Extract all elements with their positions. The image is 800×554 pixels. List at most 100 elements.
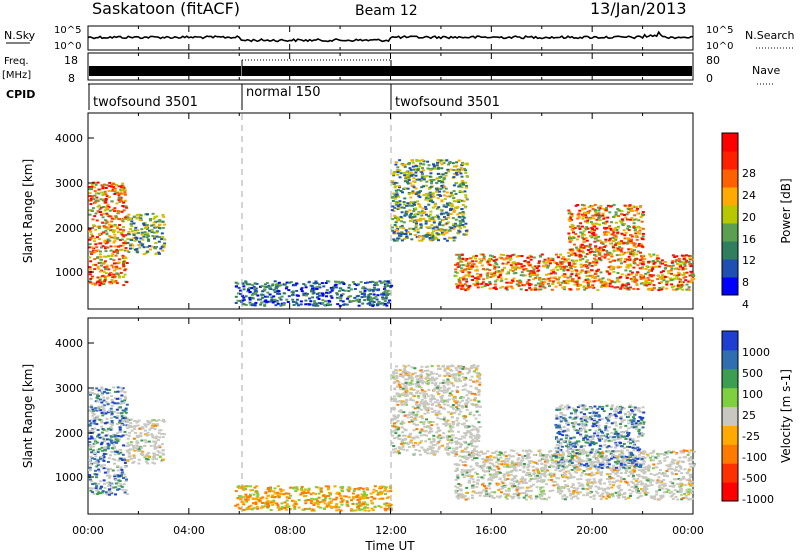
data-cell — [438, 161, 442, 164]
data-cell — [391, 374, 395, 377]
data-cell — [581, 217, 585, 220]
data-cell — [423, 175, 427, 178]
data-cell — [324, 495, 328, 498]
data-cell — [244, 493, 248, 496]
data-cell — [118, 474, 122, 477]
data-cell — [626, 258, 629, 261]
data-cell — [386, 280, 390, 283]
data-cell — [583, 212, 587, 215]
data-cell — [94, 212, 98, 215]
data-cell — [101, 216, 105, 219]
data-cell — [436, 442, 440, 445]
data-cell — [151, 424, 154, 427]
data-cell — [126, 216, 130, 219]
data-cell — [576, 279, 580, 282]
data-cell — [471, 260, 475, 263]
data-cell — [396, 237, 400, 240]
data-cell — [627, 251, 631, 254]
data-cell — [103, 275, 107, 278]
data-cell — [309, 300, 313, 303]
data-cell — [419, 400, 423, 403]
data-cell — [393, 197, 397, 200]
data-cell — [457, 253, 461, 256]
data-cell — [105, 212, 109, 215]
data-cell — [427, 194, 431, 197]
data-cell — [412, 192, 416, 195]
data-cell — [681, 266, 685, 269]
data-cell — [505, 281, 509, 284]
data-cell — [405, 394, 409, 397]
data-cell — [362, 497, 366, 500]
data-cell — [263, 300, 267, 303]
data-cell — [121, 275, 125, 278]
data-cell — [670, 279, 674, 282]
data-cell — [394, 425, 398, 428]
power-cbar-tick: 8 — [742, 276, 749, 289]
data-cell — [429, 452, 433, 455]
data-cell — [582, 246, 586, 249]
data-cell — [417, 405, 421, 407]
data-cell — [471, 275, 475, 278]
data-cell — [415, 392, 419, 394]
data-cell — [383, 280, 387, 283]
data-cell — [413, 220, 417, 223]
data-cell — [520, 265, 524, 268]
data-cell — [588, 251, 592, 254]
data-cell — [409, 412, 413, 415]
data-cell — [414, 418, 418, 421]
data-cell — [93, 283, 97, 286]
data-cell — [586, 278, 590, 281]
data-cell — [492, 256, 496, 258]
data-cell — [97, 389, 101, 392]
data-cell — [559, 253, 563, 256]
data-cell — [422, 393, 426, 396]
data-cell — [393, 186, 397, 189]
data-cell — [448, 202, 452, 205]
data-cell — [308, 303, 312, 306]
data-cell — [422, 395, 426, 398]
data-cell — [107, 196, 111, 199]
data-cell — [135, 217, 139, 220]
data-cell — [379, 493, 383, 495]
data-cell — [419, 402, 423, 405]
data-cell — [392, 173, 396, 175]
data-cell — [245, 498, 249, 501]
data-cell — [275, 300, 279, 303]
data-cell — [94, 282, 98, 285]
data-cell — [392, 231, 396, 234]
data-cell — [634, 246, 638, 248]
data-cell — [266, 300, 270, 303]
data-cell — [497, 276, 501, 279]
data-cell — [125, 478, 128, 481]
data-cell — [399, 172, 403, 175]
data-cell — [90, 183, 94, 186]
data-cell — [586, 249, 590, 251]
data-cell — [101, 392, 105, 395]
data-cell — [451, 398, 455, 401]
data-cell — [472, 414, 476, 417]
data-cell — [97, 405, 101, 408]
data-cell — [94, 487, 98, 490]
data-cell — [454, 171, 458, 174]
data-cell — [409, 171, 413, 174]
data-cell — [110, 410, 114, 413]
data-cell — [492, 259, 496, 262]
data-cell — [389, 504, 393, 506]
data-cell — [582, 230, 586, 233]
data-cell — [644, 283, 648, 286]
data-cell — [458, 401, 462, 404]
data-cell — [297, 506, 301, 509]
data-cell — [558, 276, 561, 279]
data-cell — [458, 230, 462, 233]
data-cell — [443, 369, 447, 372]
data-cell — [373, 506, 377, 509]
data-cell — [593, 276, 597, 279]
data-cell — [110, 447, 114, 450]
data-cell — [276, 491, 280, 494]
data-cell — [160, 232, 164, 235]
freq-right-tick-top: 80 — [706, 54, 720, 67]
data-cell — [109, 249, 113, 252]
data-cell — [129, 441, 133, 444]
data-cell — [631, 254, 635, 257]
data-cell — [340, 294, 344, 297]
